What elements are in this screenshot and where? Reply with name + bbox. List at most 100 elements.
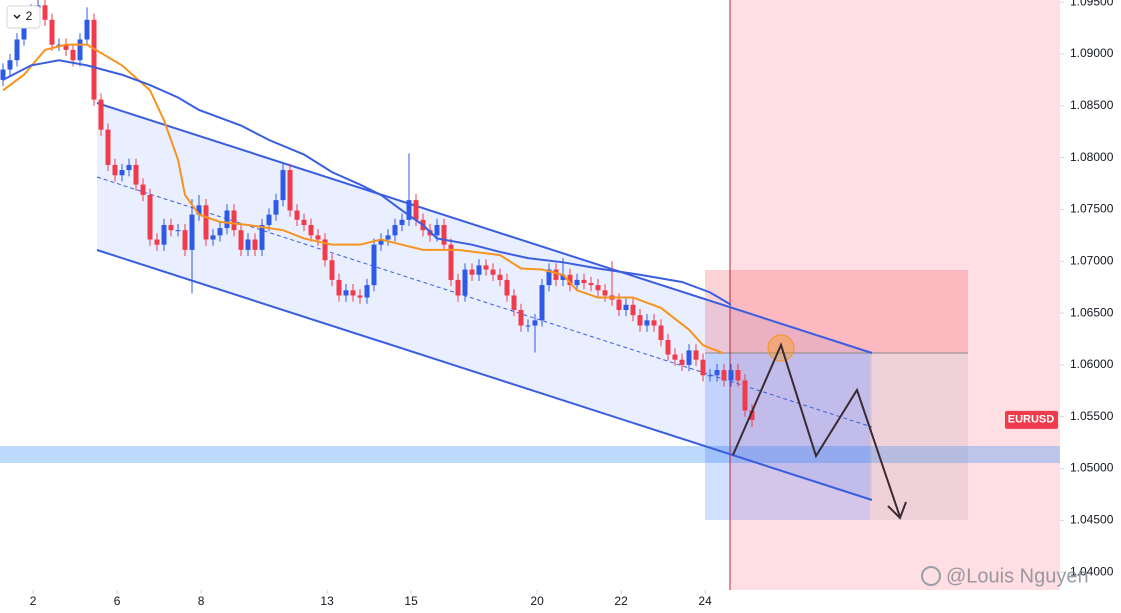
candle-body [581,279,587,284]
candle-body [588,283,594,286]
candle-body [385,235,391,240]
candle-body [364,285,370,298]
moving-average [2,43,725,355]
candle-body [525,325,531,327]
time-axis-panel [0,590,1060,613]
candle-body [245,239,251,250]
candle-body [679,359,685,365]
channel-lower [96,249,873,501]
x-tick-label: 15 [404,594,418,608]
candle-body [651,320,657,326]
x-tick-label: 2 [30,594,37,608]
candle-body [175,230,181,232]
candle-body [567,274,573,286]
interval-button[interactable]: 2 [6,5,41,29]
x-tick-label: 24 [698,594,712,608]
candle-body [728,370,734,381]
candle-body [259,224,265,250]
candle-body [308,224,314,236]
y-tick-label: 1.09500 [1070,0,1114,8]
candle-body [392,224,398,236]
arrow-head [887,501,907,520]
candle-body [189,214,195,250]
candle-body [238,230,244,250]
candle-body [70,49,76,61]
candle-body [686,350,692,365]
watermark: @Louis Nguyen [946,565,1089,587]
candle-body [504,279,510,296]
target-box-ext [870,353,968,520]
candle-body [84,19,90,40]
button-label[interactable]: 2 [26,9,33,23]
candle-body [336,279,342,296]
candle-body [133,164,139,185]
candle-body [553,269,559,280]
chevron [13,14,21,20]
candle-body [77,39,83,61]
candle-body [532,320,538,326]
candle-body [602,290,608,296]
plot [0,0,755,428]
moving-average [2,59,732,306]
x-tick-label: 8 [198,594,205,608]
x-tick-label: 13 [320,594,334,608]
y-tick-label: 1.06500 [1070,305,1114,319]
candle-body [49,19,55,45]
candle-body [511,295,517,310]
candle-body [434,224,440,236]
candle-body [539,285,545,321]
y-tick-label: 1.04500 [1070,513,1114,527]
candle-body [273,200,279,215]
y-tick-label: 1.07000 [1070,253,1114,267]
candle-body [63,44,69,50]
candle-body [560,274,566,280]
y-tick-label: 1.05000 [1070,461,1114,475]
candle-body [721,370,727,381]
candle-body [0,69,6,80]
candle-body [672,354,678,360]
candle-body [546,269,552,286]
candle-body [266,214,272,225]
candle-body [140,184,146,195]
button-frame[interactable] [6,5,41,29]
candle-body [203,205,209,240]
x-tick-label: 20 [530,594,544,608]
candle-body [707,375,713,377]
candle-body [742,380,748,411]
x-tick-label: 22 [614,594,628,608]
candle-body [98,99,104,130]
candle-body [287,170,293,211]
candle-body [630,304,636,316]
candle-body [21,19,27,40]
candle-body [623,304,629,310]
y-tick-label: 1.05500 [1070,409,1114,423]
candle-body [665,340,671,355]
candle-body [518,309,524,326]
candle-body [42,5,48,20]
y-tick-label: 1.07500 [1070,202,1114,216]
candle-body [497,274,503,280]
candle-body [196,205,202,215]
watermark-logo [921,566,941,586]
candle-body [322,239,328,261]
candle-body [56,44,62,46]
projection-path [732,342,901,518]
candle-body [595,285,601,291]
axis-panel [1060,0,1121,613]
channel-upper [96,102,873,354]
candle-body [441,224,447,245]
candle-body [693,350,699,360]
shaded-region [730,0,1060,590]
target-box [705,353,870,520]
candle-body [490,269,496,275]
candle-body [455,279,461,296]
x-tick-label: 6 [114,594,121,608]
candle-body [301,219,307,225]
candle-body [749,410,755,420]
candle-body [448,244,454,280]
candle-body [637,315,643,326]
candle-body [476,265,482,275]
candle-body [294,210,300,220]
candle-body [280,170,286,201]
candle-body [462,269,468,296]
